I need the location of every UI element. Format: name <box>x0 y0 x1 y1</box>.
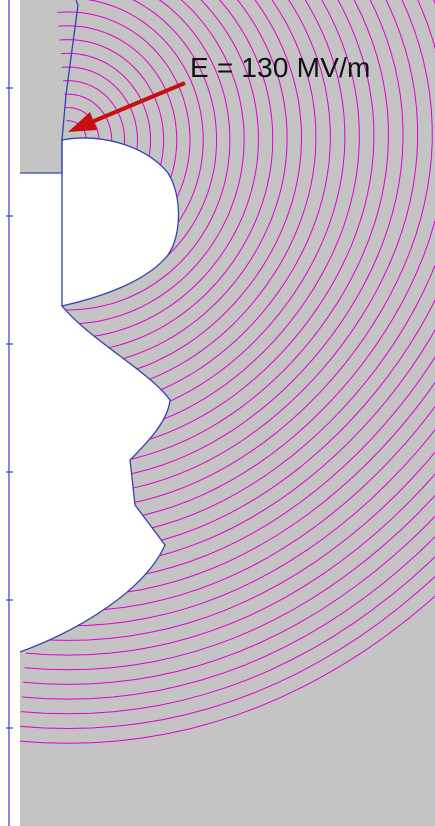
field-line <box>20 0 435 730</box>
field-line <box>30 0 435 598</box>
field-line <box>29 0 435 612</box>
field-line <box>31 0 435 583</box>
field-strength-label: E = 130 MV/m <box>190 52 371 83</box>
field-line <box>24 0 435 671</box>
field-line <box>51 0 259 339</box>
coupler-boundary <box>20 0 79 174</box>
field-line <box>21 0 435 700</box>
field-line <box>41 0 389 467</box>
field-line <box>50 0 274 353</box>
field-line <box>46 0 317 396</box>
field-line <box>48 0 303 382</box>
field-line <box>39 0 404 482</box>
field-line <box>53 0 231 311</box>
field-region <box>20 0 435 826</box>
field-line <box>25 0 435 656</box>
field-line <box>45 0 331 410</box>
field-line <box>44 0 346 424</box>
field-line <box>36 0 435 525</box>
field-line <box>33 0 435 554</box>
field-line <box>32 0 435 569</box>
field-line <box>20 0 435 744</box>
field-line <box>26 0 435 641</box>
field-line <box>43 0 360 439</box>
cavity-boundary <box>19 137 180 653</box>
left-axis <box>6 0 13 826</box>
field-line <box>37 0 433 511</box>
field-line <box>27 0 435 627</box>
field-line <box>49 0 288 367</box>
field-line <box>35 0 435 540</box>
field-line <box>42 0 375 453</box>
field-line <box>52 0 245 325</box>
annotation-arrow <box>68 81 186 132</box>
field-line <box>38 0 419 496</box>
field-line <box>23 0 435 685</box>
field-line <box>20 0 435 715</box>
